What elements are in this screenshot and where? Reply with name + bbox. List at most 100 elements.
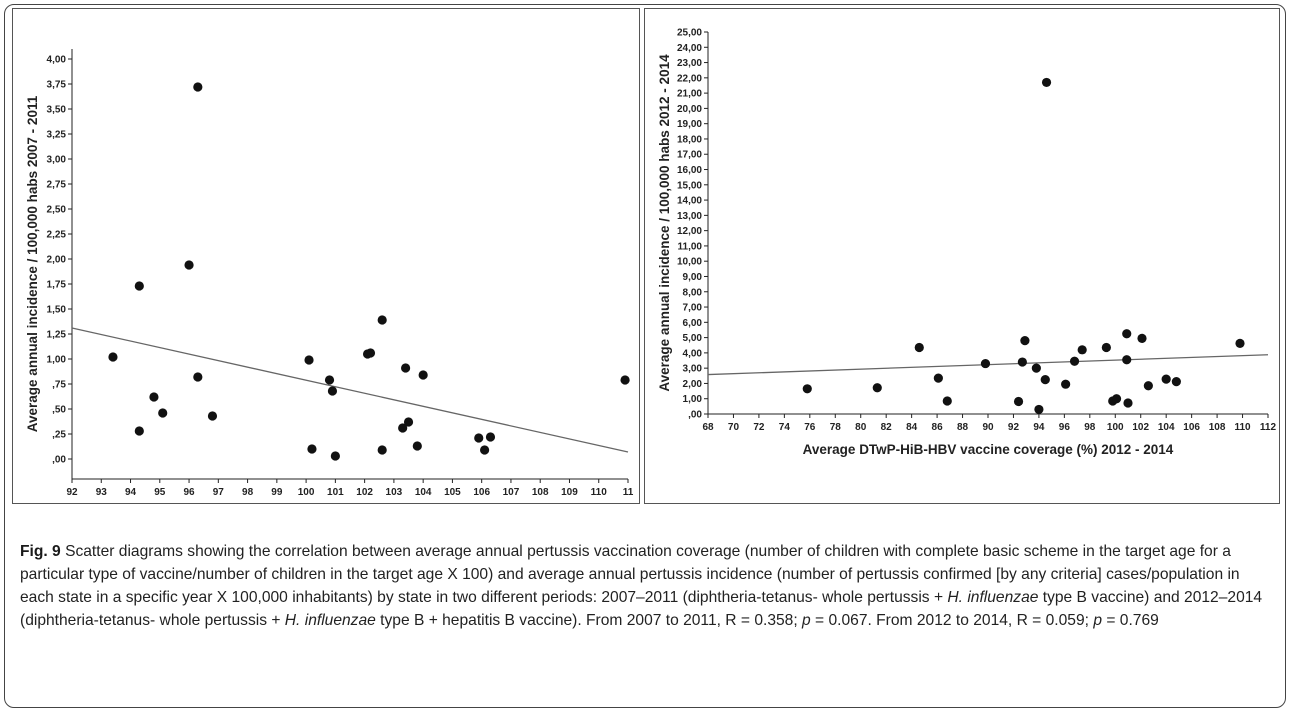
data-point	[1041, 77, 1052, 88]
y-tick-label: ,25	[52, 430, 66, 441]
x-tick-label: 108	[532, 487, 549, 498]
data-point	[1061, 379, 1071, 389]
x-tick-label: 88	[957, 422, 969, 433]
x-tick-label: 106	[473, 487, 490, 498]
x-tick-label: 68	[702, 422, 714, 433]
data-point	[1122, 355, 1132, 365]
x-axis-title: Average DTwP-HiB-HBV vaccine coverage (%…	[803, 442, 1174, 457]
y-tick-label: 2,25	[47, 230, 67, 241]
x-tick-label: 110	[1234, 422, 1251, 433]
caption-italic-species: H. influenzae	[284, 612, 376, 629]
y-tick-label: 8,00	[683, 287, 703, 298]
data-point	[1020, 336, 1030, 346]
y-tick-label: 17,00	[677, 150, 702, 161]
x-tick-label: 96	[183, 487, 195, 498]
x-tick-label: 100	[298, 487, 315, 498]
y-tick-label: 24,00	[677, 43, 702, 54]
data-point	[942, 396, 952, 406]
y-tick-label: ,75	[52, 380, 66, 391]
caption-italic-species: H. influenzae	[947, 589, 1039, 606]
y-tick-label: 1,75	[47, 280, 67, 291]
x-tick-label: 108	[1209, 422, 1226, 433]
x-tick-label: 80	[855, 422, 867, 433]
y-tick-label: 14,00	[677, 196, 702, 207]
scatter-panel-2012-2014: ,00 1,00 2,00 3,00 4,00 5,00 6,00 7,00 8,00 9,00 1…	[644, 8, 1280, 504]
data-point	[377, 445, 387, 455]
y-tick-label: 11,00	[678, 241, 703, 252]
y-tick-label: 21,00	[677, 89, 702, 100]
y-tick-label: 13,00	[677, 211, 702, 222]
data-point	[108, 352, 118, 362]
y-tick-label: ,50	[52, 405, 66, 416]
regression-line	[71, 327, 629, 453]
y-tick-label: 2,00	[683, 379, 703, 390]
data-point	[307, 444, 317, 454]
data-point	[403, 417, 414, 427]
data-point	[193, 372, 203, 382]
y-tick-label: 4,00	[683, 348, 703, 359]
data-point	[1034, 404, 1044, 415]
data-point	[1123, 398, 1133, 408]
x-tick-label: 86	[932, 422, 944, 433]
x-tick-label: 82	[881, 422, 893, 433]
y-tick-label: 20,00	[677, 104, 702, 115]
x-tick-label: 92	[66, 487, 78, 498]
caption-text: type B vaccine) and 2012–2014 (diphtheri…	[20, 589, 1263, 629]
x-tick-label: 104	[415, 487, 432, 498]
y-tick-label: 9,00	[683, 272, 703, 283]
y-tick-label: 4,00	[47, 55, 67, 66]
scatter-plot-2007-2011: ,00 ,25 ,50 ,75 1,00 1,25 1,50 1,75 2,00 2,25 2,50…	[25, 49, 634, 522]
x-tick-label: 100	[1107, 422, 1124, 433]
y-tick-label: 1,25	[47, 330, 67, 341]
data-point	[401, 363, 411, 373]
data-point	[193, 82, 203, 92]
data-point	[377, 315, 387, 325]
data-point	[324, 375, 335, 385]
x-tick-label: 94	[125, 487, 137, 498]
data-point	[1161, 374, 1171, 384]
scatter-plot-2012-2014: ,00 1,00 2,00 3,00 4,00 5,00 6,00 7,00 8,00 9,00 1…	[657, 28, 1277, 458]
x-tick-label: 95	[154, 487, 166, 498]
caption-text: = 0.769	[1102, 612, 1159, 629]
x-tick-label: 74	[779, 422, 791, 433]
x-tick-label: 11	[623, 487, 634, 498]
data-point	[1031, 363, 1041, 373]
data-point	[1013, 396, 1024, 407]
y-axis-title: Average annual incidence / 100,000 habs …	[25, 95, 40, 432]
x-tick-label: 101	[327, 487, 344, 498]
x-tick-label: 103	[386, 487, 403, 498]
y-tick-label: 2,50	[47, 205, 67, 216]
x-tick-label: 90	[982, 422, 994, 433]
y-tick-label: 7,00	[683, 303, 703, 314]
data-point	[1171, 377, 1181, 387]
y-tick-label: 2,75	[47, 180, 67, 191]
data-point	[480, 445, 490, 455]
y-tick-label: ,00	[52, 455, 66, 466]
data-point	[330, 451, 340, 461]
data-point	[158, 408, 168, 418]
y-tick-label: 16,00	[677, 165, 702, 176]
x-tick-label: 106	[1183, 422, 1200, 433]
y-tick-label: 22,00	[677, 73, 702, 84]
data-point	[184, 260, 194, 270]
x-tick-label: 92	[1008, 422, 1020, 433]
data-point	[207, 411, 218, 421]
data-point	[418, 370, 428, 380]
data-point	[412, 441, 422, 451]
data-point	[1040, 375, 1050, 385]
x-tick-label: 110	[591, 487, 608, 498]
y-tick-label: 25,00	[677, 28, 702, 39]
x-tick-label: 99	[271, 487, 283, 498]
data-point	[914, 342, 924, 353]
y-tick-label: 19,00	[677, 119, 702, 130]
y-tick-label: 1,50	[47, 305, 67, 316]
y-tick-label: 3,00	[683, 364, 703, 375]
y-tick-label: 3,50	[47, 105, 67, 116]
data-point	[802, 384, 812, 394]
data-point	[398, 423, 408, 433]
y-tick-label: 3,75	[47, 80, 67, 91]
data-point	[872, 383, 882, 393]
x-tick-label: 84	[906, 422, 918, 433]
data-point	[980, 358, 991, 369]
figure-caption: Fig. 9 Scatter diagrams showing the corr…	[20, 540, 1272, 632]
